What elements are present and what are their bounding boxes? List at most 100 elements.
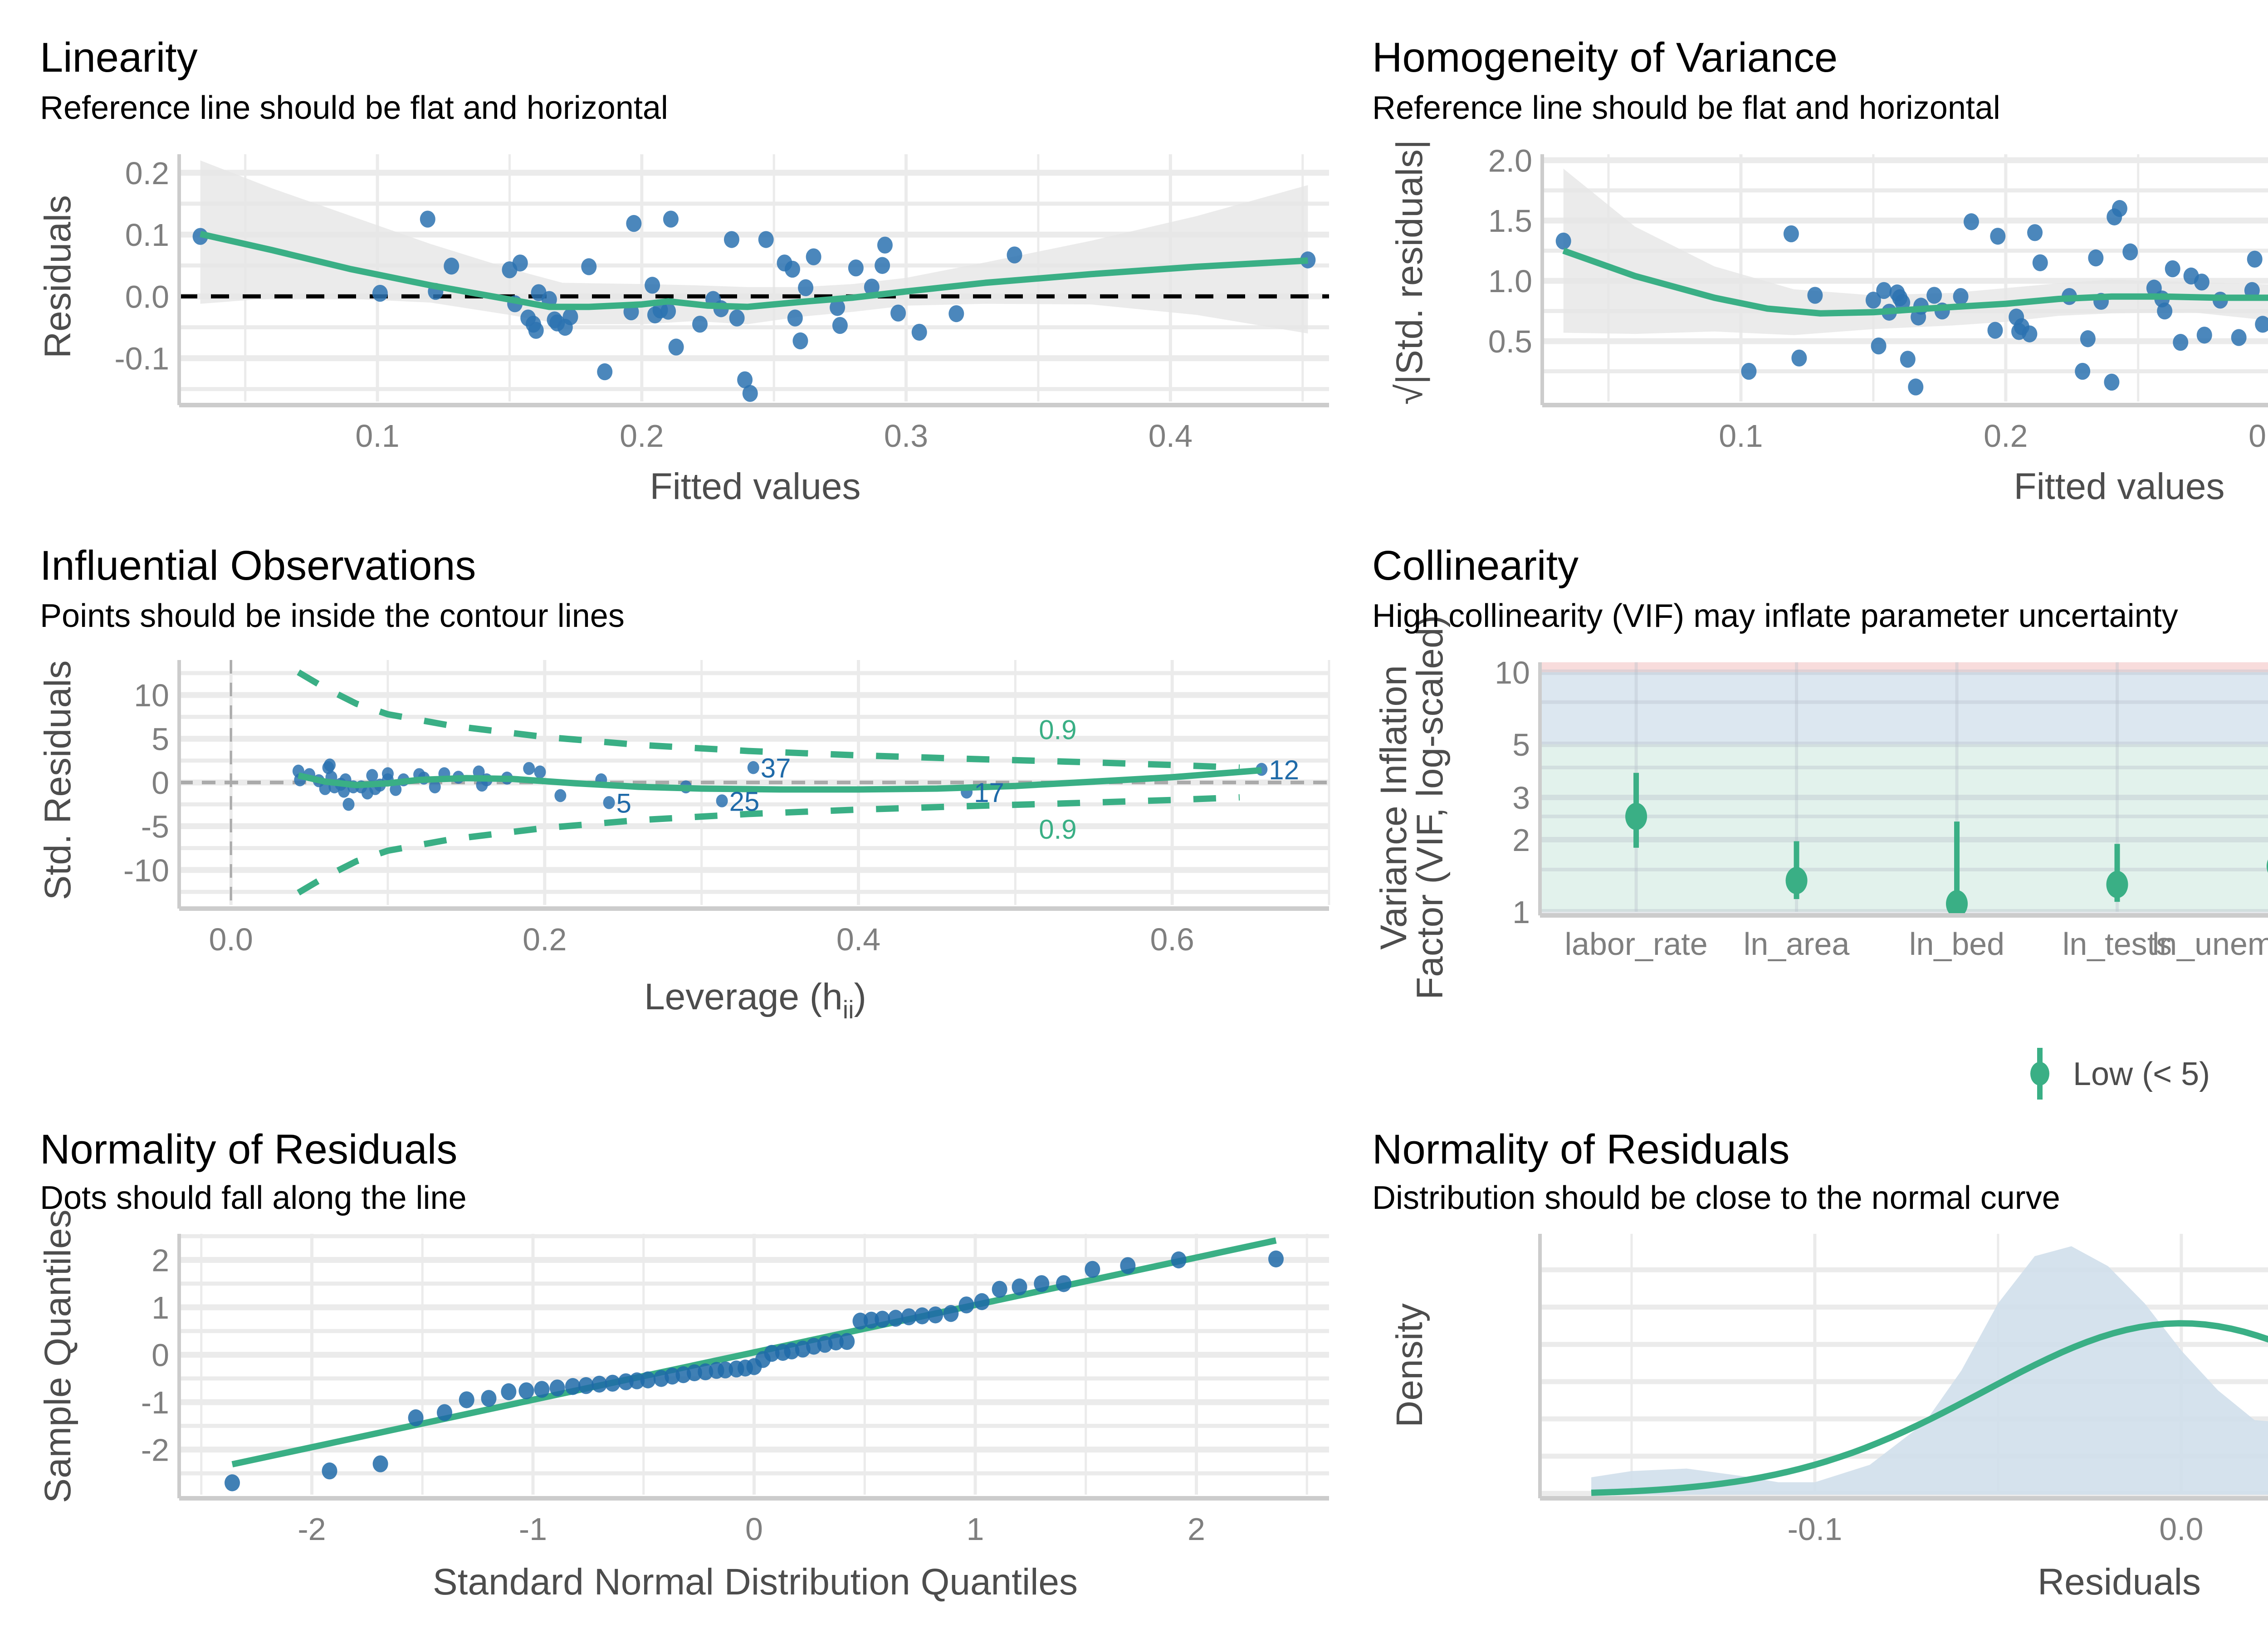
data-point bbox=[562, 308, 578, 326]
data-point bbox=[718, 1361, 733, 1379]
panel-density: Normality of Residuals Distribution shou… bbox=[1372, 1126, 2268, 1603]
data-point bbox=[875, 1310, 890, 1328]
y-tick-label: 5 bbox=[152, 722, 169, 757]
data-point bbox=[2173, 334, 2189, 351]
data-point bbox=[324, 758, 336, 772]
data-point bbox=[742, 385, 758, 402]
data-point bbox=[2075, 362, 2091, 380]
data-point bbox=[943, 1305, 959, 1322]
data-point bbox=[1034, 1275, 1050, 1292]
x-axis-label: Residuals bbox=[2038, 1561, 2201, 1603]
data-point bbox=[528, 322, 544, 339]
y-tick-label: 1 bbox=[1512, 895, 1530, 930]
y-tick-label: 3 bbox=[1512, 780, 1530, 816]
data-point bbox=[512, 254, 528, 272]
smooth-line bbox=[298, 767, 1262, 793]
x-tick-label: 0.0 bbox=[2159, 1511, 2203, 1547]
data-point bbox=[1300, 251, 1316, 269]
data-point bbox=[747, 761, 759, 774]
x-tick-label: 0.2 bbox=[1984, 418, 2028, 454]
data-point bbox=[523, 762, 535, 775]
data-point bbox=[958, 1296, 974, 1314]
data-point bbox=[888, 1310, 904, 1327]
panel-title: Influential Observations bbox=[40, 543, 476, 589]
data-point bbox=[2080, 330, 2096, 347]
data-point bbox=[2196, 327, 2212, 344]
data-point bbox=[565, 1378, 581, 1395]
confidence-band bbox=[200, 160, 1308, 334]
data-point bbox=[1876, 282, 1892, 299]
data-point bbox=[626, 215, 642, 232]
normal-curve bbox=[1591, 1320, 2268, 1496]
x-tick-label: 0.3 bbox=[2248, 418, 2268, 454]
y-tick-label: 0.1 bbox=[125, 217, 169, 253]
x-tick-label: 0.4 bbox=[1149, 418, 1193, 454]
confidence-band bbox=[1563, 168, 2268, 335]
data-point bbox=[591, 1375, 607, 1393]
legend-key-point bbox=[2030, 1062, 2049, 1085]
data-point bbox=[437, 1404, 452, 1421]
y-tick-label: 0.2 bbox=[125, 156, 169, 191]
contour-label: 0.9 bbox=[1039, 814, 1076, 845]
data-point bbox=[603, 796, 615, 809]
data-point bbox=[863, 1311, 879, 1329]
data-point bbox=[2255, 316, 2268, 333]
x-tick-label: ln_bed bbox=[1909, 926, 2004, 962]
data-point bbox=[890, 304, 906, 322]
data-point bbox=[2027, 224, 2043, 241]
data-point bbox=[420, 210, 435, 228]
panel-title: Normality of Residuals bbox=[40, 1126, 457, 1173]
data-point bbox=[366, 769, 378, 782]
data-point bbox=[554, 789, 567, 802]
data-point bbox=[1953, 288, 1969, 305]
data-point bbox=[848, 259, 864, 277]
smooth-line bbox=[200, 230, 1308, 310]
plot-area: 0.51.01.52.00.10.20.30.4 bbox=[1488, 143, 2268, 454]
data-point bbox=[832, 317, 848, 334]
panel-title: Normality of Residuals bbox=[1372, 1126, 1789, 1173]
data-point bbox=[1963, 213, 1979, 230]
data-point bbox=[1926, 287, 1942, 304]
data-point bbox=[992, 1281, 1007, 1298]
data-point bbox=[429, 780, 441, 793]
panel-subtitle: Distribution should be close to the norm… bbox=[1372, 1180, 2060, 1216]
data-point bbox=[2194, 274, 2209, 291]
x-tick-label: 0.1 bbox=[1719, 418, 1763, 454]
data-point bbox=[444, 257, 459, 275]
data-point bbox=[764, 1345, 780, 1362]
data-point bbox=[1871, 337, 1887, 355]
panel-subtitle: Dots should fall along the line bbox=[40, 1180, 467, 1216]
data-point bbox=[875, 257, 890, 274]
data-point bbox=[342, 797, 355, 811]
data-point bbox=[2032, 254, 2048, 271]
data-point bbox=[839, 1333, 855, 1350]
y-tick-label: 2 bbox=[152, 1243, 169, 1278]
y-axis-label: Residuals bbox=[37, 195, 78, 358]
data-point bbox=[729, 309, 745, 327]
y-tick-label: -0.1 bbox=[114, 341, 169, 376]
data-point bbox=[758, 231, 774, 248]
data-point bbox=[1990, 228, 2006, 245]
data-point bbox=[225, 1474, 240, 1491]
data-point bbox=[549, 1379, 565, 1397]
vif-point bbox=[2266, 859, 2268, 873]
data-point bbox=[2022, 325, 2038, 342]
data-point bbox=[2165, 260, 2180, 278]
x-tick-label: -0.1 bbox=[1788, 1511, 1843, 1547]
data-point bbox=[1056, 1275, 1071, 1292]
smooth-line bbox=[1562, 248, 2268, 317]
legend-label-low: Low (< 5) bbox=[2073, 1056, 2210, 1092]
y-tick-label: 1.0 bbox=[1488, 264, 1532, 299]
x-tick-label: 0.1 bbox=[355, 418, 399, 454]
data-point bbox=[534, 1381, 550, 1398]
y-tick-label: 0.0 bbox=[125, 279, 169, 314]
point-label: 17 bbox=[974, 777, 1004, 808]
x-tick-label: 0.2 bbox=[523, 922, 567, 957]
data-point bbox=[338, 784, 350, 798]
x-tick-label: 0.0 bbox=[209, 922, 253, 957]
data-point bbox=[806, 248, 821, 265]
reference-line bbox=[231, 1237, 1277, 1467]
data-point bbox=[1807, 287, 1823, 304]
data-point bbox=[459, 1391, 474, 1408]
data-point bbox=[2231, 329, 2247, 346]
